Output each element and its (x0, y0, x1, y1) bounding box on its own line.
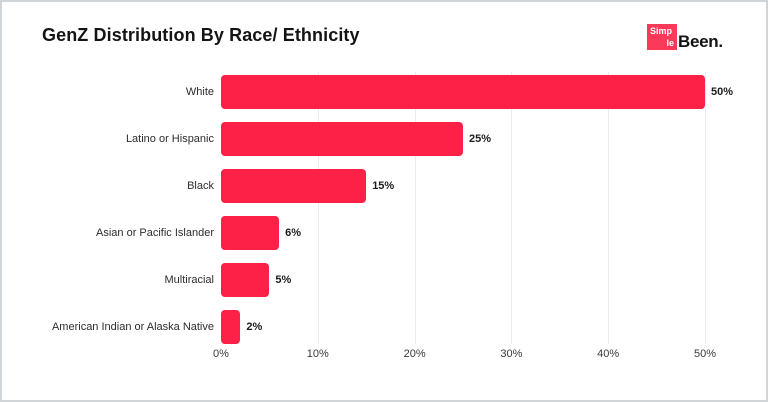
x-tick-label: 0% (213, 348, 229, 360)
category-label: White (185, 85, 214, 98)
bar-track: 6% (221, 216, 301, 250)
brand-logo-suffix: Been. (678, 32, 723, 51)
bar-track: 15% (221, 169, 394, 203)
bar-row: Latino or Hispanic 25% (2, 122, 766, 156)
bar-row: American Indian or Alaska Native 2% (2, 310, 766, 344)
brand-logo: Simp le Been. (647, 24, 723, 50)
bar-track: 2% (221, 310, 262, 344)
bar-track: 50% (221, 75, 733, 109)
brand-logo-mark: Simp le (647, 24, 677, 50)
gridline-20% (414, 72, 416, 344)
value-label: 15% (372, 180, 395, 192)
brand-logo-text-line1: Simp (650, 26, 673, 36)
bar-track: 5% (221, 263, 291, 297)
category-label: Black (187, 179, 214, 192)
x-tick-label: 30% (500, 348, 523, 360)
brand-logo-text-line2: le (666, 38, 674, 48)
value-label: 2% (246, 321, 263, 333)
bar-asian-or-pacific-islander[interactable] (221, 216, 280, 250)
x-tick-label: 10% (306, 348, 329, 360)
bar-rows: White 50% Latino or Hispanic 25% Black 1… (2, 75, 766, 344)
x-tick-label: 50% (693, 348, 717, 360)
gridline-40% (608, 72, 610, 344)
category-label: Latino or Hispanic (125, 132, 214, 145)
value-label: 50% (711, 86, 734, 98)
bar-white[interactable] (221, 75, 705, 109)
bar-track: 25% (221, 122, 491, 156)
bar-row: Asian or Pacific Islander 6% (2, 216, 766, 250)
bar-row: White 50% (2, 75, 766, 109)
x-axis-tick-labels: 0% 10% 20% 30% 40% 50% (213, 348, 766, 362)
gridline-30% (511, 72, 513, 344)
category-label: American Indian or Alaska Native (51, 320, 214, 333)
x-tick-label: 40% (597, 348, 620, 360)
bar-row: Multiracial 5% (2, 263, 766, 297)
value-label: 5% (275, 274, 292, 286)
category-label: Multiracial (164, 273, 214, 286)
bar-american-indian-or-alaska-native[interactable] (221, 310, 241, 344)
bar-row: Black 15% (2, 169, 766, 203)
value-label: 25% (469, 133, 492, 145)
bar-black[interactable] (221, 169, 367, 203)
value-label: 6% (285, 227, 301, 239)
chart-title: GenZ Distribution By Race/ Ethnicity (42, 25, 360, 45)
plot-gridlines (221, 72, 766, 344)
bar-multiracial[interactable] (221, 263, 270, 297)
gridline-50% (705, 72, 706, 344)
category-label: Asian or Pacific Islander (96, 226, 214, 239)
bar-latino-or-hispanic[interactable] (221, 122, 463, 156)
gridline-10% (317, 72, 319, 344)
x-tick-label: 20% (403, 348, 426, 360)
